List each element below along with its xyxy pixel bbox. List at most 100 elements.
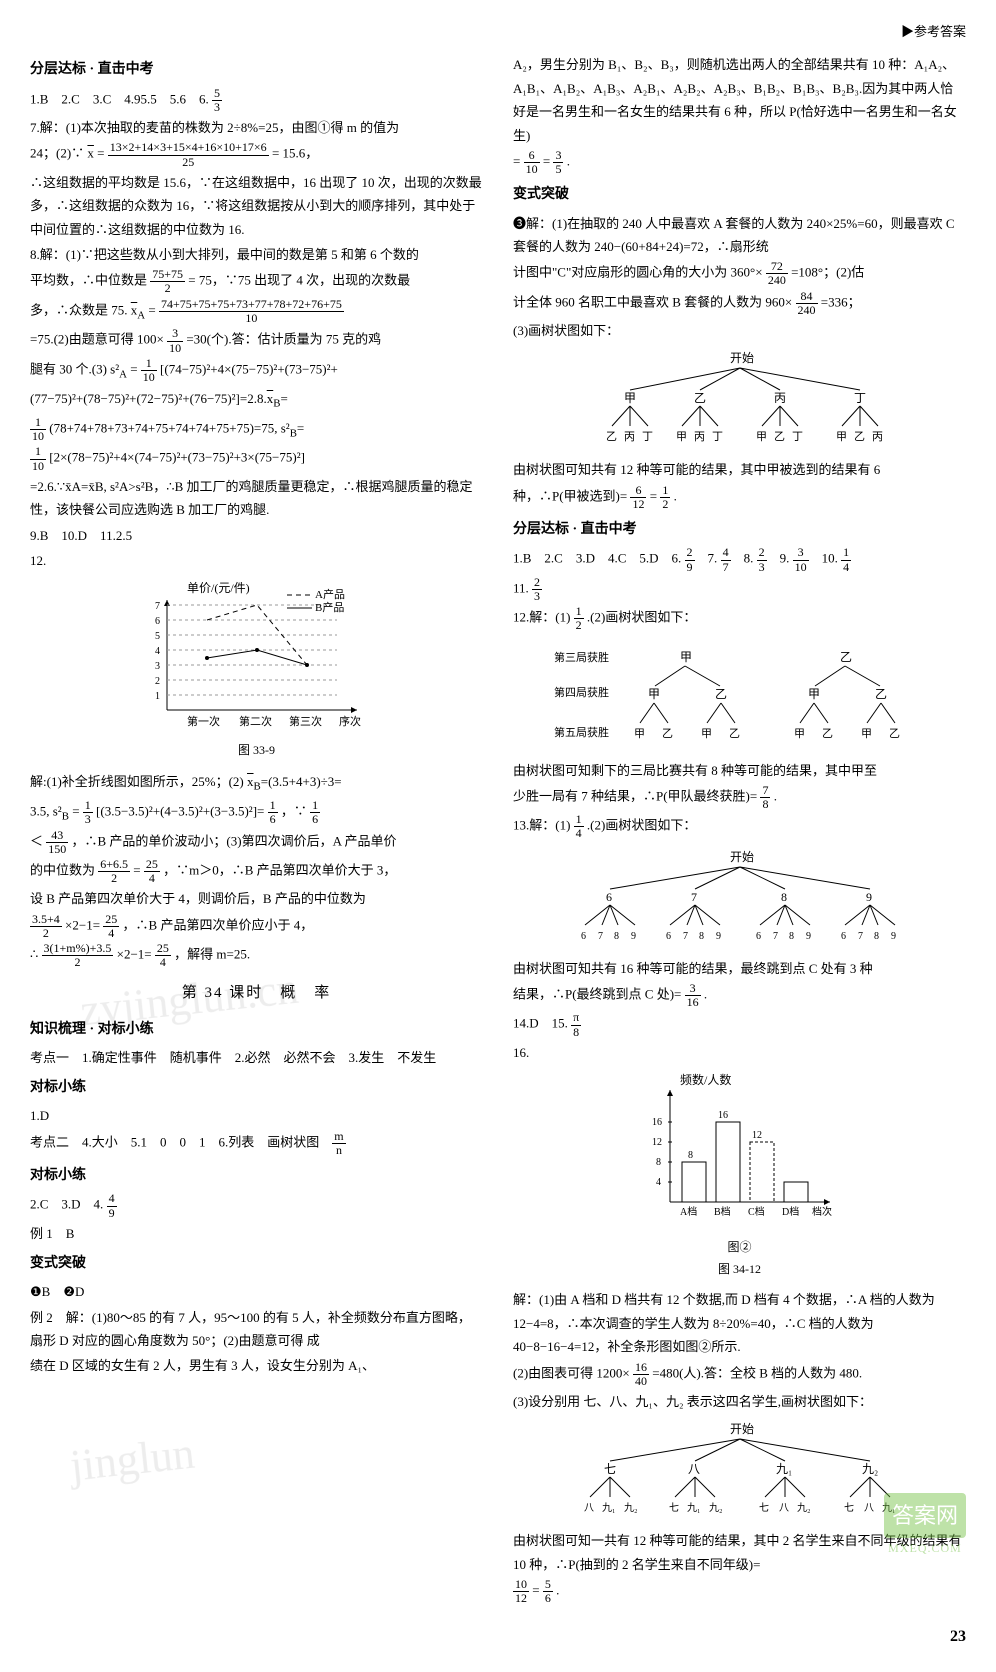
svg-text:6: 6	[155, 616, 160, 627]
answer-line: 12.	[30, 549, 483, 572]
solution-text: 由树状图可知剩下的三局比赛共有 8 种等可能的结果，其中甲至	[513, 759, 966, 782]
svg-text:A产品: A产品	[315, 587, 345, 601]
svg-text:九₁: 九₁	[687, 1502, 701, 1514]
left-column: 分层达标 · 直击中考 1.B 2.C 3.C 4.95.5 5.6 6. 53…	[30, 51, 483, 1607]
svg-text:九₁: 九₁	[882, 1502, 896, 1514]
answer-line: 9.B 10.D 11.2.5	[30, 524, 483, 547]
solution-text: 种，∴P(甲被选到)= 612 = 12 .	[513, 484, 966, 511]
solution-text: ❸解：(1)在抽取的 240 人中最喜欢 A 套餐的人数为 240×25%=60…	[513, 212, 966, 259]
tree-diagram-4: 开始 七八 九₁九₂ 八九₁九₂ 七九₁九₂ 七八九₂ 七八九₁	[513, 1421, 966, 1521]
solution-text: 13.解：(1) 14 .(2)画树状图如下：	[513, 813, 966, 840]
solution-text: ∴ 3(1+m%)+3.52 ×2−1= 254 ，解得 m=25.	[30, 942, 483, 969]
section-title: 分层达标 · 直击中考	[513, 517, 966, 542]
svg-text:9: 9	[866, 890, 872, 904]
svg-text:乙: 乙	[606, 430, 617, 443]
svg-text:第四局获胜: 第四局获胜	[554, 685, 609, 699]
svg-text:9: 9	[891, 931, 896, 942]
section-title: 变式突破	[513, 182, 966, 207]
svg-text:乙: 乙	[662, 727, 673, 740]
section-title: 变式突破	[30, 1251, 483, 1276]
solution-text: 解:(1)补全折线图如图所示，25%；(2) xB=(3.5+4+3)÷3=	[30, 770, 483, 797]
solution-text: (3)画树状图如下：	[513, 319, 966, 342]
point-text: 考点一 1.确定性事件 随机事件 2.必然 必然不会 3.发生 不发生	[30, 1046, 483, 1069]
solution-text: (3)设分别用 七、八、九₁、九₂ 表示这四名学生,画树状图如下：	[513, 1390, 966, 1413]
point-text: 考点二 4.大小 5.1 0 0 1 6.列表 画树状图 mn	[30, 1130, 483, 1157]
svg-text:C档: C档	[748, 1205, 765, 1218]
svg-text:第三次: 第三次	[289, 714, 322, 728]
svg-text:4: 4	[656, 1177, 661, 1188]
svg-text:4: 4	[155, 646, 160, 657]
svg-text:七: 七	[604, 1462, 616, 1476]
svg-text:7: 7	[858, 931, 863, 942]
solution-text: =75.(2)由题意可得 100× 310 =30(个).答：估计质量为 75 …	[30, 327, 483, 354]
solution-text: ＜ 43150 ，∴B 产品的单价波动小；(3)第四次调价后，A 产品单价	[30, 829, 483, 856]
svg-text:开始: 开始	[730, 351, 754, 365]
solution-text: 8.解：(1)∵把这些数从小到大排列，最中间的数是第 5 和第 6 个数的	[30, 243, 483, 266]
svg-text:甲: 甲	[634, 728, 645, 740]
svg-text:9: 9	[631, 931, 636, 942]
svg-text:6: 6	[581, 931, 586, 942]
line-chart-figure: 单价/(元/件) 1 2 3 4 5 6 7 A产品	[30, 580, 483, 762]
svg-text:丁: 丁	[642, 431, 653, 443]
tree-diagram-3: 开始 67 89 6789 6789 6789 6789	[513, 849, 966, 949]
svg-text:九₂: 九₂	[797, 1502, 811, 1514]
svg-text:九₁: 九₁	[776, 1462, 792, 1476]
solution-text: 计全体 960 名职工中最喜欢 B 套餐的人数为 960× 84240 =336…	[513, 290, 966, 317]
svg-text:九₂: 九₂	[624, 1502, 638, 1514]
svg-text:七: 七	[759, 1502, 769, 1514]
svg-text:甲: 甲	[861, 728, 872, 740]
y-axis-label: 单价/(元/件)	[187, 581, 250, 595]
svg-text:乙: 乙	[774, 430, 785, 443]
solution-text: 1012 = 56 .	[513, 1578, 966, 1605]
svg-text:甲: 甲	[624, 391, 636, 405]
svg-text:5: 5	[155, 631, 160, 642]
svg-text:8: 8	[688, 1150, 693, 1161]
solution-text: 少胜一局有 7 种结果，∴P(甲队最终获胜)= 78 .	[513, 784, 966, 811]
svg-text:八: 八	[864, 1503, 874, 1514]
answer-line: ❶B ❷D	[30, 1280, 483, 1303]
answer-line: 14.D 15. π8	[513, 1011, 966, 1038]
svg-text:乙: 乙	[694, 391, 706, 405]
solution-text: =2.6.∵x̄A=x̄B, s²A>s²B，∴B 加工厂的鸡腿质量更稳定，∴根…	[30, 475, 483, 522]
svg-text:甲: 甲	[648, 687, 660, 701]
right-column: A₂，男生分别为 B₁、B₂、B₃，则随机选出两人的全部结果共有 10 种：A₁…	[513, 51, 966, 1607]
svg-text:甲: 甲	[701, 728, 712, 740]
svg-text:乙: 乙	[854, 430, 865, 443]
svg-text:B产品: B产品	[315, 600, 344, 614]
svg-text:丙: 丙	[872, 431, 883, 443]
page-number: 23	[30, 1623, 966, 1652]
svg-text:丙: 丙	[694, 431, 705, 443]
solution-text: 绩在 D 区域的女生有 2 人，男生有 3 人，设女生分别为 A₁、	[30, 1354, 483, 1377]
svg-text:序次: 序次	[339, 714, 361, 728]
svg-text:甲: 甲	[756, 431, 767, 443]
svg-text:1: 1	[155, 691, 160, 702]
svg-text:6: 6	[606, 890, 612, 904]
solution-text: 12.解：(1) 12 .(2)画树状图如下：	[513, 605, 966, 632]
svg-text:乙: 乙	[875, 687, 887, 701]
solution-text: 例 2 解：(1)80～85 的有 7 人，95～100 的有 5 人，补全频数…	[30, 1306, 483, 1353]
page-header: ▶参考答案	[30, 20, 966, 43]
svg-text:A档: A档	[680, 1205, 697, 1218]
svg-text:6: 6	[666, 931, 671, 942]
two-column-layout: 分层达标 · 直击中考 1.B 2.C 3.C 4.95.5 5.6 6. 53…	[30, 51, 966, 1607]
section-title: 分层达标 · 直击中考	[30, 57, 483, 82]
svg-text:7: 7	[598, 931, 603, 942]
chart-caption: 图②	[513, 1237, 966, 1259]
svg-text:8: 8	[781, 890, 787, 904]
solution-text: 的中位数为 6+6.52 = 254 ，∵m＞0，∴B 产品第四次单价大于 3，	[30, 858, 483, 885]
svg-text:6: 6	[756, 931, 761, 942]
line-chart-svg: 单价/(元/件) 1 2 3 4 5 6 7 A产品	[127, 580, 387, 740]
solution-text: (2)由图表可得 1200× 1640 =480(人).答：全校 B 档的人数为…	[513, 1361, 966, 1388]
svg-text:乙: 乙	[889, 727, 900, 740]
solution-text: 由树状图可知共有 12 种等可能的结果，其中甲被选到的结果有 6	[513, 458, 966, 481]
answer-line: 1.D	[30, 1104, 483, 1127]
svg-text:八: 八	[584, 1503, 594, 1514]
svg-text:9: 9	[716, 931, 721, 942]
solution-text: 110 [2×(78−75)²+4×(74−75)²+(73−75)²+3×(7…	[30, 445, 483, 472]
solution-text: 解：(1)由 A 档和 D 档共有 12 个数据,而 D 档有 4 个数据，∴A…	[513, 1288, 966, 1358]
solution-text: A₂，男生分别为 B₁、B₂、B₃，则随机选出两人的全部结果共有 10 种：A₁…	[513, 53, 966, 147]
answer-line: 1.B 2.C 3.D 4.C 5.D 6. 29 7. 47 8. 23 9.…	[513, 546, 966, 573]
solution-text: 3.5+42 ×2−1= 254 ，∴B 产品第四次单价应小于 4，	[30, 913, 483, 940]
solution-text: 腿有 30 个.(3) s²A = 110 [(74−75)²+4×(75−75…	[30, 357, 483, 385]
tree-diagram-2: 第三局获胜 第四局获胜 第五局获胜 甲 乙 甲乙 甲乙 甲乙	[513, 641, 966, 751]
